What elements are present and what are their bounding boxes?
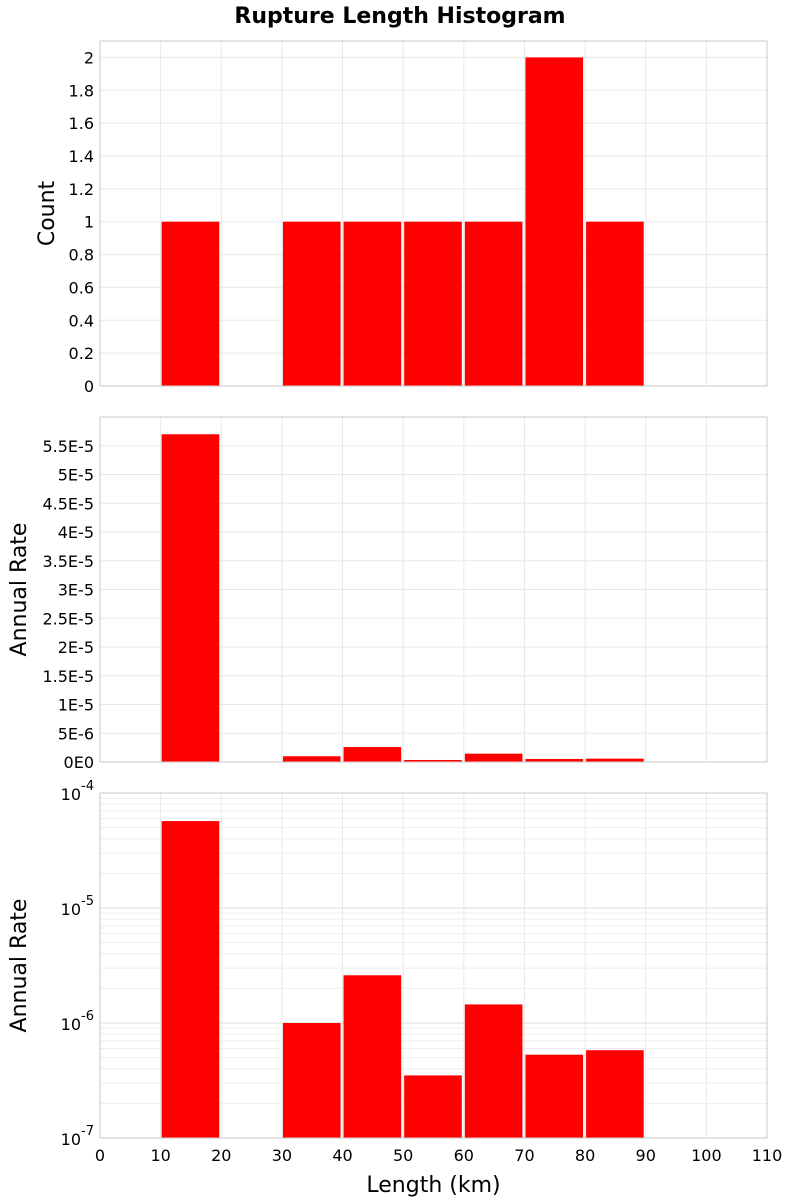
chart-title: Rupture Length Histogram (234, 4, 565, 29)
bar (161, 221, 220, 386)
y-tick-label: 1E-5 (58, 696, 94, 715)
y-tick-label: 1.5E-5 (42, 667, 94, 686)
y-tick-label: 0 (84, 377, 94, 396)
y-tick-label: 2.5E-5 (42, 609, 94, 628)
x-tick-label: 100 (691, 1146, 722, 1165)
y-tick-label: 0.6 (69, 278, 94, 297)
x-tick-label: 50 (393, 1146, 413, 1165)
y-tick-label: 10-7 (61, 1124, 94, 1149)
y-tick-label: 0.2 (69, 344, 94, 363)
y-tick-label: 10-4 (61, 779, 94, 804)
y-tick-label: 10-5 (61, 894, 94, 919)
y-tick-label: 1.4 (69, 147, 94, 166)
plot-frame (99, 40, 768, 387)
y-tick-label: 3E-5 (58, 581, 94, 600)
y-tick-label: 1 (84, 213, 94, 232)
x-tick-label: 20 (211, 1146, 231, 1165)
bar (586, 758, 644, 762)
x-tick-label: 40 (332, 1146, 352, 1165)
y-tick-label: 1.2 (69, 180, 94, 199)
y-tick-label: 5E-5 (58, 466, 94, 485)
y-tick-label: 4.5E-5 (42, 494, 94, 513)
bar (464, 1004, 523, 1138)
plot-frame (99, 416, 768, 763)
bar (404, 221, 462, 386)
bar (282, 221, 341, 386)
bar (282, 756, 341, 762)
bar (586, 221, 644, 386)
x-tick-label: 110 (752, 1146, 783, 1165)
bar (343, 747, 402, 762)
y-axis-title: Count (35, 180, 60, 246)
bar (343, 975, 402, 1138)
x-tick-label: 10 (150, 1146, 170, 1165)
bar (525, 758, 584, 762)
y-axis-title: Annual Rate (7, 523, 32, 657)
bar (404, 1075, 462, 1138)
bar (464, 221, 523, 386)
y-axis-title: Annual Rate (7, 899, 32, 1033)
y-tick-label: 5E-6 (58, 724, 94, 743)
bar (343, 221, 402, 386)
x-tick-label: 60 (454, 1146, 474, 1165)
y-tick-label: 10-6 (61, 1009, 94, 1034)
x-tick-label: 30 (272, 1146, 292, 1165)
y-tick-label: 4E-5 (58, 523, 94, 542)
bar (525, 1054, 584, 1138)
y-tick-label: 0E0 (64, 753, 94, 772)
y-tick-label: 2 (84, 48, 94, 67)
bar (161, 434, 220, 762)
bar (404, 759, 462, 762)
y-tick-label: 5.5E-5 (42, 437, 94, 456)
x-tick-label: 0 (95, 1146, 105, 1165)
bar (525, 57, 584, 387)
x-axis-title: Length (km) (366, 1173, 500, 1198)
bar (161, 821, 220, 1138)
y-tick-label: 0.8 (69, 246, 94, 265)
y-tick-label: 3.5E-5 (42, 552, 94, 571)
bar (282, 1023, 341, 1138)
y-tick-label: 1.8 (69, 81, 94, 100)
annual-rate-linear-panel: 0E0 5E-6 1E-5 1.5E-5 2E-5 2.5E-5 3E-5 3.5E-5 4E-… (7, 416, 768, 772)
y-tick-label: 2E-5 (58, 638, 94, 657)
plot-frame (99, 792, 768, 1139)
bar (464, 753, 523, 762)
x-tick-label: 80 (575, 1146, 595, 1165)
x-tick-label: 70 (514, 1146, 534, 1165)
bar (586, 1050, 644, 1138)
y-tick-label: 0.4 (69, 311, 94, 330)
count-panel: 0 0.2 0.4 0.6 0.8 1 1.2 1.4 1.6 1.8 2 Count (35, 40, 768, 396)
x-tick-label: 90 (636, 1146, 656, 1165)
annual-rate-log-panel: 10-7 10-6 10-5 10-4 Annual Rate 0 10 20 30 40 50 60… (7, 779, 782, 1198)
y-tick-label: 1.6 (69, 114, 94, 133)
